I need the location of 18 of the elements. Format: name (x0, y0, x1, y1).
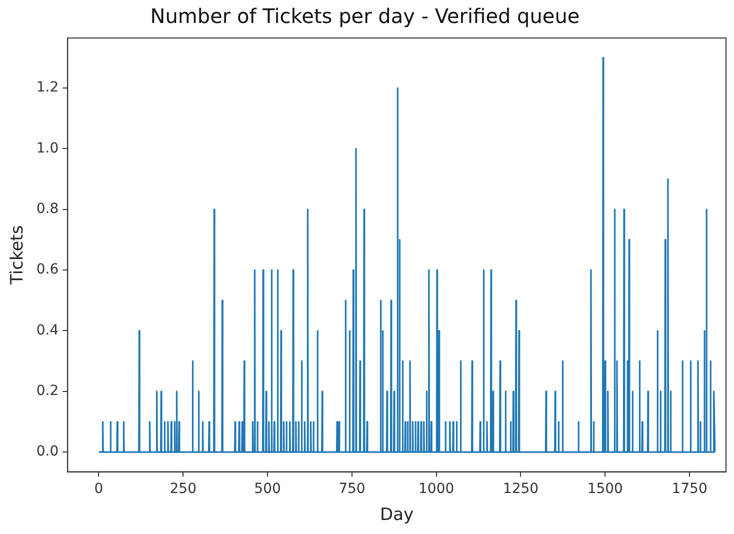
x-tick-label: 500 (254, 480, 281, 497)
y-axis-title: Tickets (8, 225, 28, 286)
x-tick-label: 1000 (418, 480, 454, 497)
y-tick-label: 0.2 (36, 383, 59, 400)
x-tick-label: 1750 (672, 480, 708, 497)
y-tick-label: 1.2 (36, 80, 59, 96)
x-tick-label: 0 (94, 480, 104, 497)
y-tick-label: 0.0 (36, 444, 59, 460)
y-tick-label: 1.0 (36, 140, 59, 156)
y-tick-label: 0.4 (36, 322, 59, 338)
y-tick-label: 0.6 (36, 262, 59, 278)
x-tick-label: 750 (338, 480, 366, 497)
x-tick-label: 1250 (502, 480, 539, 497)
x-tick-label: 1500 (587, 480, 623, 497)
x-tick-label: 250 (170, 480, 196, 497)
y-tick-label: 0.8 (36, 201, 59, 218)
x-axis-title: Day (380, 505, 414, 526)
chart-title: Number of Tickets per day - Verified queue (150, 4, 580, 28)
